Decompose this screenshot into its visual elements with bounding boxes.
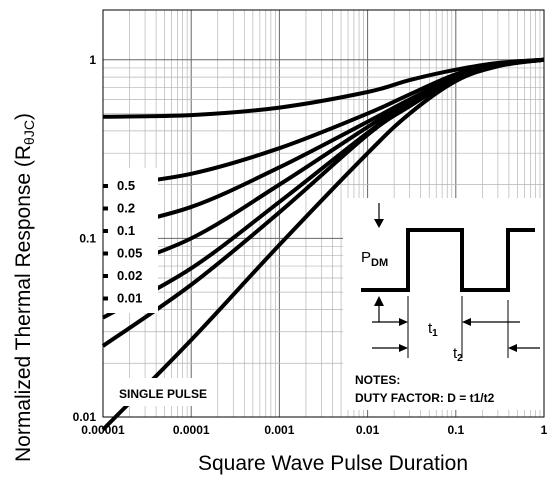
x-tick-label: 0.00001 [81, 423, 125, 437]
y-tick-label: 0.1 [79, 231, 96, 245]
t2-label: t2 [453, 345, 463, 364]
x-tick-label: 0.1 [447, 423, 464, 437]
duty-label: 0.1 [117, 223, 135, 238]
duty-label: 0.02 [117, 268, 142, 283]
single-pulse-label: SINGLE PULSE [119, 387, 207, 401]
duty-label: 0.2 [117, 201, 135, 216]
pdm-arrow-lower-head [374, 296, 384, 306]
duty-labels: 0.5 0.2 0.1 0.05 0.02 0.01 [103, 178, 142, 306]
pulse-waveform [361, 228, 535, 292]
duty-factor-inset: PDM t1 t2 NOTES: DUTY FACTOR: D = t1/t2 [343, 198, 546, 410]
y-tick-label: 1 [89, 53, 96, 67]
y-tick-labels: 0.01 0.1 1 [73, 53, 97, 424]
pdm-label: PDM [361, 249, 388, 269]
y-axis-title: Normalized Thermal Response (RθJC) [12, 113, 37, 462]
t2-arrow-right-head [508, 344, 517, 352]
series-line-7 [101, 57, 545, 432]
single-pulse-label-box [113, 378, 215, 406]
t1-label: t1 [428, 320, 438, 339]
pdm-arrow-head [374, 219, 384, 228]
t2-arrow-left-head [399, 344, 408, 352]
x-tick-label: 1 [541, 423, 548, 437]
y-tick-label: 0.01 [73, 410, 97, 424]
notes-duty-factor: DUTY FACTOR: D = t1/t2 [355, 391, 495, 405]
plot-frame [102, 9, 545, 418]
duty-label: 0.01 [117, 291, 142, 306]
duty-label: 0.5 [117, 178, 135, 193]
t1-arrow-left-head [399, 318, 408, 326]
duty-label-box [103, 168, 158, 313]
x-tick-label: 0.01 [356, 423, 380, 437]
notes-title: NOTES: [355, 373, 400, 387]
data-series [101, 57, 545, 432]
x-tick-label: 0.001 [264, 423, 294, 437]
x-tick-label: 0.0001 [173, 423, 210, 437]
duty-label: 0.05 [117, 246, 142, 261]
t1-arrow-right-head [462, 318, 471, 326]
x-tick-labels: 0.00001 0.0001 0.001 0.01 0.1 1 [81, 423, 547, 437]
x-axis-title: Square Wave Pulse Duration [198, 452, 468, 475]
